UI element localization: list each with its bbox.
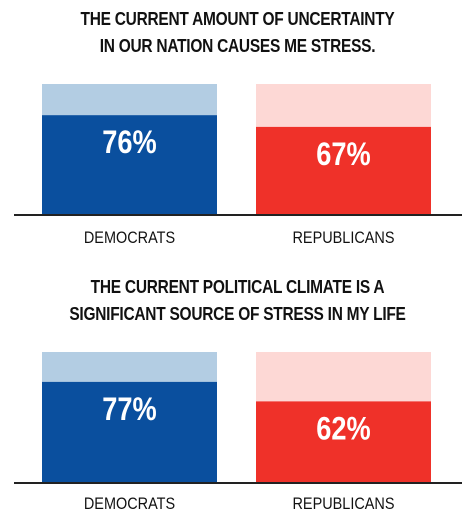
- bar-democrats: [42, 381, 217, 482]
- bar-chart-uncertainty: 76% 67%: [14, 84, 462, 216]
- chart-panel-political-climate: THE CURRENT POLITICAL CLIMATE IS A SIGNI…: [0, 268, 475, 525]
- category-label-democrats: DEMOCRATS: [83, 228, 176, 247]
- category-label-democrats: DEMOCRATS: [83, 494, 176, 513]
- category-label-republicans: REPUBLICANS: [292, 494, 395, 513]
- chart-title: THE CURRENT POLITICAL CLIMATE IS A SIGNI…: [33, 274, 442, 328]
- category-label-republicans: REPUBLICANS: [292, 228, 395, 247]
- chart-title: THE CURRENT AMOUNT OF UNCERTAINTY IN OUR…: [33, 6, 442, 60]
- data-label-democrats: 77%: [102, 392, 156, 428]
- bar-democrats: [42, 115, 217, 214]
- chart-title-line-2: IN OUR NATION CAUSES ME STRESS.: [99, 36, 376, 56]
- chart-title-line-1: THE CURRENT AMOUNT OF UNCERTAINTY: [80, 9, 395, 29]
- bar-chart-political-climate: 77% 62%: [14, 352, 462, 484]
- data-label-democrats: 76%: [102, 125, 156, 161]
- chart-title-line-1: THE CURRENT POLITICAL CLIMATE IS A: [90, 277, 385, 297]
- data-label-republicans: 62%: [316, 411, 370, 447]
- bar-republicans: [256, 126, 431, 214]
- data-label-republicans: 67%: [316, 137, 370, 173]
- chart-title-line-2: SIGNIFICANT SOURCE OF STRESS IN MY LIFE: [69, 304, 406, 324]
- bar-republicans: [256, 401, 431, 482]
- chart-panel-uncertainty: THE CURRENT AMOUNT OF UNCERTAINTY IN OUR…: [0, 0, 475, 260]
